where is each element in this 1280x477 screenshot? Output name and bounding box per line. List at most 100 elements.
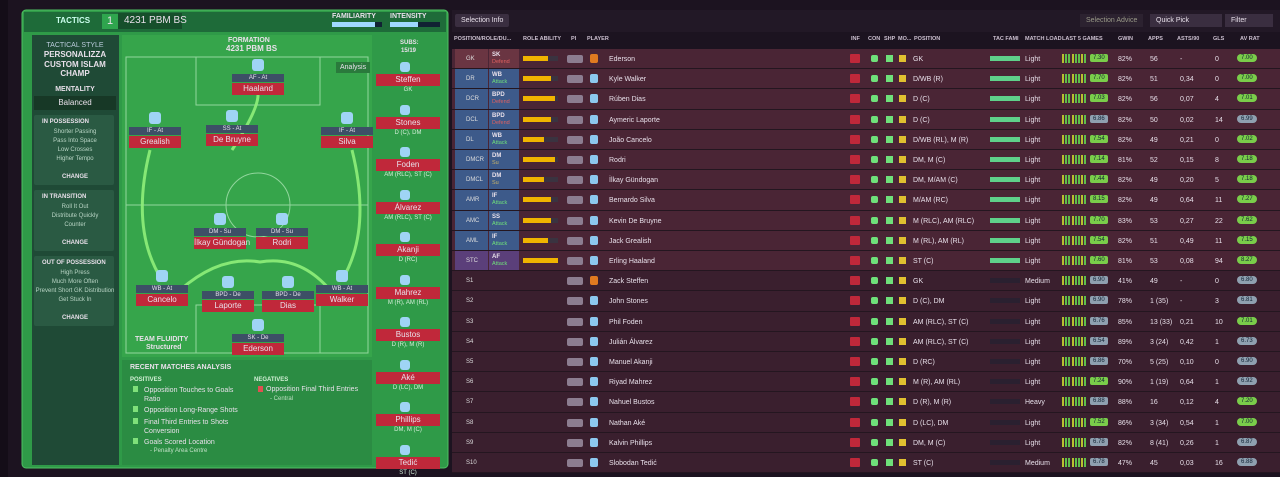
form-bar xyxy=(1084,54,1087,63)
player[interactable]: Erling Haaland xyxy=(609,258,655,265)
player-name[interactable]: Silva xyxy=(321,136,373,148)
sub-name[interactable]: Tedić xyxy=(376,456,440,469)
section-title: IN POSSESSION xyxy=(42,119,90,125)
sub-name[interactable]: Stones xyxy=(376,116,440,129)
morale-icon xyxy=(899,176,906,184)
player-name[interactable]: İlkay Gündogan xyxy=(194,237,251,249)
analysis-title[interactable]: RECENT MATCHES ANALYSIS xyxy=(130,364,232,371)
apps: 49 xyxy=(1150,136,1158,144)
tac-fami xyxy=(990,136,1020,142)
player[interactable]: Kevin De Bruyne xyxy=(609,217,662,225)
form-bar xyxy=(1062,94,1064,104)
form-bar xyxy=(1074,175,1077,185)
position: AM (RLC), ST (C) xyxy=(913,338,969,346)
form-bar xyxy=(1074,458,1077,467)
player[interactable]: Riyad Mahrez xyxy=(609,379,653,387)
selection-advice[interactable]: Selection Advice xyxy=(1080,14,1144,27)
player[interactable]: Kalvin Phillips xyxy=(609,439,653,447)
gls: 0 xyxy=(1215,359,1219,366)
role-cell xyxy=(489,251,519,271)
gls: 5 xyxy=(1215,177,1219,185)
sub-name[interactable]: Bustos xyxy=(376,329,440,341)
player-name[interactable]: De Bruyne xyxy=(206,134,258,146)
change-button[interactable]: CHANGE xyxy=(61,240,88,246)
mentality[interactable]: Balanced xyxy=(34,96,116,110)
duty: Defend xyxy=(492,119,510,126)
asts: 0,20 xyxy=(1180,177,1194,185)
form-bar xyxy=(1081,235,1084,245)
form-bar xyxy=(1068,94,1071,104)
player-name[interactable]: Rodri xyxy=(256,237,308,249)
player-name[interactable]: Ederson xyxy=(232,343,284,355)
formation[interactable]: 4231 PBM BS xyxy=(226,44,278,53)
role-cell xyxy=(489,129,519,149)
sub-name[interactable]: Aké xyxy=(376,371,440,384)
player[interactable]: Rúben Dias xyxy=(609,96,646,104)
sub-name[interactable]: Akanji xyxy=(376,244,440,256)
player[interactable]: Phil Foden xyxy=(609,318,643,326)
apps: 3 (24) xyxy=(1150,338,1169,346)
shp-icon xyxy=(886,337,893,345)
player[interactable]: Zack Steffen xyxy=(609,278,649,286)
sub-name[interactable]: Phillips xyxy=(376,414,440,426)
sub-name[interactable]: Foden xyxy=(376,159,440,171)
role-tag: SS - At xyxy=(206,125,258,133)
player[interactable]: Julián Álvarez xyxy=(609,338,653,346)
style-label: TACTICAL STYLE xyxy=(46,42,104,49)
player[interactable]: Rodri xyxy=(609,157,626,164)
pi-icon xyxy=(567,337,583,346)
player-name[interactable]: Walker xyxy=(316,294,368,306)
player[interactable]: Bernardo Silva xyxy=(609,197,655,205)
apps: 51 xyxy=(1150,76,1158,84)
pi-icon xyxy=(567,55,583,63)
form: 6.88 xyxy=(1090,397,1108,406)
apps: 1 (19) xyxy=(1150,379,1169,387)
fluidity-label: TEAM FLUIDITY xyxy=(135,336,189,343)
player[interactable]: Kyle Walker xyxy=(609,76,647,84)
form-bar xyxy=(1065,296,1068,306)
player[interactable]: İlkay Gündogan xyxy=(609,177,659,185)
gls: 22 xyxy=(1215,217,1223,225)
gls: 8 xyxy=(1215,157,1219,164)
analysis-button[interactable]: Analysis xyxy=(336,62,371,73)
player[interactable]: John Stones xyxy=(609,298,648,306)
selection-info[interactable]: Selection Info xyxy=(455,14,510,27)
sub-positions: DM, M (C) xyxy=(394,427,422,433)
form: 7.70 xyxy=(1090,74,1108,83)
quick-pick[interactable]: Quick Pick xyxy=(1150,14,1222,27)
asts: 0,64 xyxy=(1180,379,1194,387)
player-name[interactable]: Laporte xyxy=(202,300,254,312)
change-button[interactable]: CHANGE xyxy=(61,174,88,180)
filter[interactable]: Filter xyxy=(1225,14,1273,27)
shp-icon xyxy=(886,358,893,365)
player[interactable]: Jack Grealish xyxy=(609,237,652,245)
sub-name[interactable]: Mahrez xyxy=(376,286,440,299)
sub-name[interactable]: Steffen xyxy=(376,74,440,86)
tac-fami xyxy=(990,76,1020,82)
sub-name[interactable]: Álvarez xyxy=(376,201,440,214)
tactic-name[interactable]: 4231 PBM BS xyxy=(118,13,187,29)
player-name[interactable]: Haaland xyxy=(232,83,284,95)
player[interactable]: Aymeric Laporte xyxy=(609,116,660,124)
form: 6.78 xyxy=(1090,458,1108,466)
form-bar xyxy=(1068,74,1071,84)
shp-icon xyxy=(886,75,893,83)
inf-icon xyxy=(850,114,860,124)
asts: 0,54 xyxy=(1180,419,1194,427)
asts: 0,26 xyxy=(1180,439,1194,447)
player[interactable]: Nathan Aké xyxy=(609,419,646,427)
player-name[interactable]: Grealish xyxy=(129,136,181,148)
player[interactable]: Slobodan Tedić xyxy=(609,460,657,467)
player[interactable]: Nahuel Bustos xyxy=(609,399,655,407)
shirt xyxy=(276,213,288,225)
shirt xyxy=(341,112,353,124)
player-name[interactable]: Cancelo xyxy=(136,294,188,306)
role-cell xyxy=(489,170,519,190)
player-name[interactable]: Dias xyxy=(262,300,314,312)
change-button[interactable]: CHANGE xyxy=(61,315,88,321)
player[interactable]: João Cancelo xyxy=(609,136,652,144)
form-bar xyxy=(1068,437,1071,447)
player[interactable]: Manuel Akanji xyxy=(609,359,653,366)
player[interactable]: Ederson xyxy=(609,56,636,63)
match-load: Light xyxy=(1025,258,1041,265)
